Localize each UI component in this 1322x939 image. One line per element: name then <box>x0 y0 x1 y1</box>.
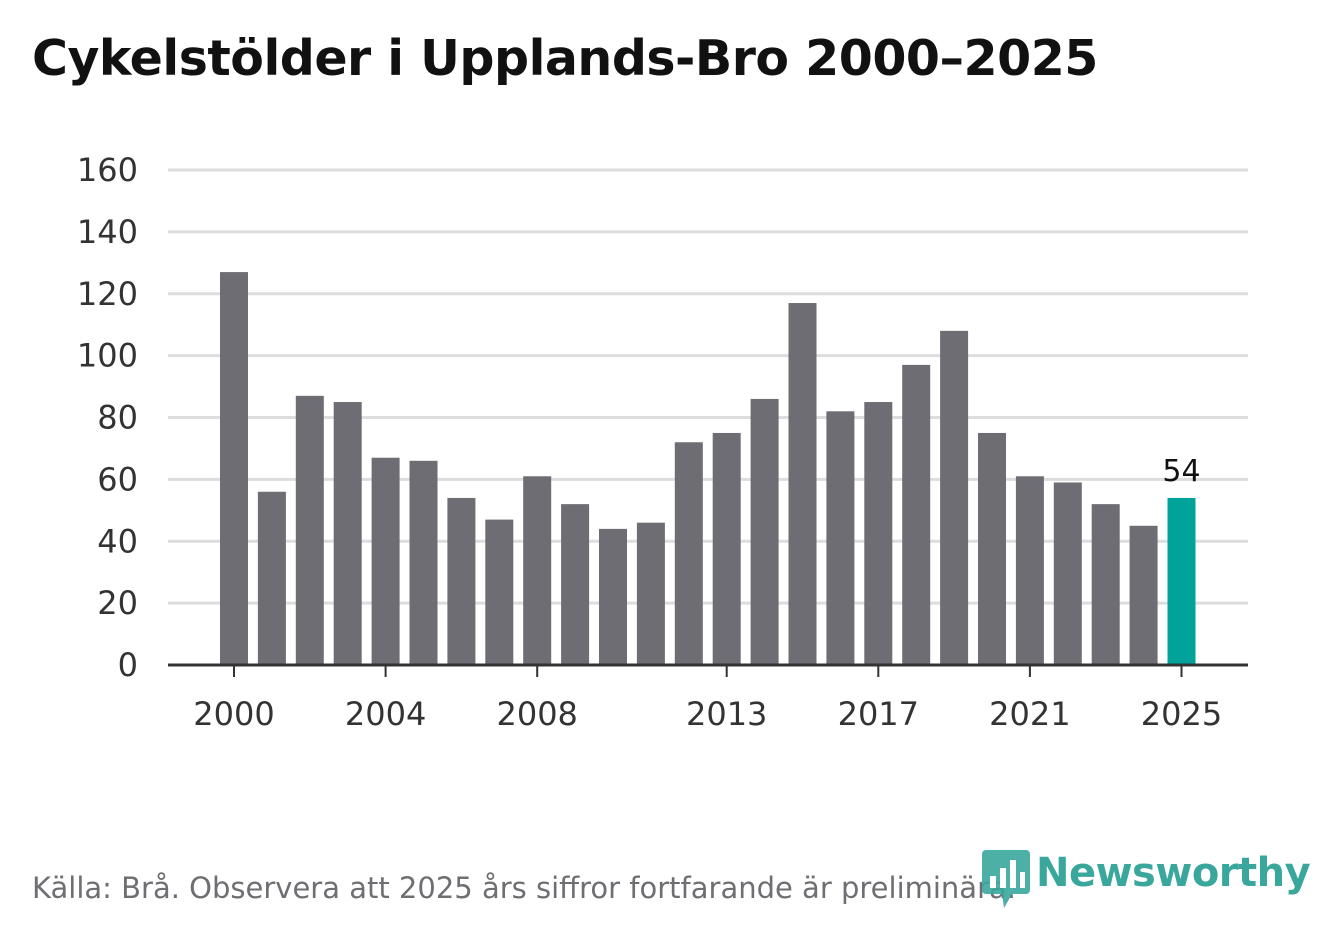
bar-2011 <box>636 522 665 665</box>
bars <box>220 272 1196 665</box>
y-axis-labels: 0 20 40 60 80 100 120 140 160 <box>77 151 138 684</box>
source-note: Källa: Brå. Observera att 2025 års siffr… <box>32 871 1016 905</box>
y-tick-label-0: 0 <box>118 646 138 684</box>
y-tick-label-100: 100 <box>77 337 138 375</box>
y-tick-label-40: 40 <box>97 522 138 560</box>
bar-2016 <box>826 411 855 665</box>
bar-2007 <box>485 519 514 665</box>
brand-name: Newsworthy <box>1036 850 1311 896</box>
bar-2013 <box>712 432 741 665</box>
x-tick-label-2008: 2008 <box>496 695 577 733</box>
data-label-2025: 54 <box>1162 454 1200 489</box>
bar-2000 <box>220 272 248 665</box>
bar-2018 <box>902 364 931 665</box>
bar-2021 <box>1015 476 1044 665</box>
x-tick-label-2013: 2013 <box>686 695 767 733</box>
bar-2019 <box>940 330 969 665</box>
x-tick-label-2017: 2017 <box>838 695 919 733</box>
bar-2022 <box>1053 482 1082 665</box>
bar-2017 <box>864 402 893 665</box>
bar-2015 <box>788 303 817 665</box>
x-tick-label-2025: 2025 <box>1141 695 1222 733</box>
bar-2025 <box>1167 497 1196 665</box>
bar-2010 <box>599 528 627 665</box>
y-tick-label-80: 80 <box>97 399 138 437</box>
bar-2004 <box>371 457 400 665</box>
bar-2008 <box>523 476 552 665</box>
bar-2006 <box>447 497 476 665</box>
y-tick-label-140: 140 <box>77 213 138 251</box>
bar-2023 <box>1091 504 1120 665</box>
y-tick-label-20: 20 <box>97 584 138 622</box>
annotations: 54 <box>1162 454 1200 489</box>
bar-2003 <box>333 402 362 665</box>
y-tick-label-60: 60 <box>97 460 138 498</box>
bar-2020 <box>978 432 1006 665</box>
grid-lines <box>168 168 1248 605</box>
bar-2012 <box>674 442 703 665</box>
x-axis: 2000 2004 2008 2013 2017 2021 2025 <box>168 663 1248 733</box>
bar-2001 <box>257 491 286 665</box>
bar-2005 <box>409 460 438 665</box>
bar-2002 <box>295 395 324 665</box>
y-tick-label-160: 160 <box>77 151 138 189</box>
x-tick-label-2021: 2021 <box>989 695 1070 733</box>
x-tick-label-2000: 2000 <box>193 695 274 733</box>
chart-title: Cykelstölder i Upplands-Bro 2000–2025 <box>32 30 1098 87</box>
bar-2009 <box>561 504 590 665</box>
brand-logo: Newsworthy <box>982 850 1311 912</box>
bar-2014 <box>750 398 779 665</box>
y-tick-label-120: 120 <box>77 275 138 313</box>
bar-chart-icon <box>982 850 1030 908</box>
bar-2024 <box>1129 525 1158 665</box>
x-tick-label-2004: 2004 <box>345 695 426 733</box>
